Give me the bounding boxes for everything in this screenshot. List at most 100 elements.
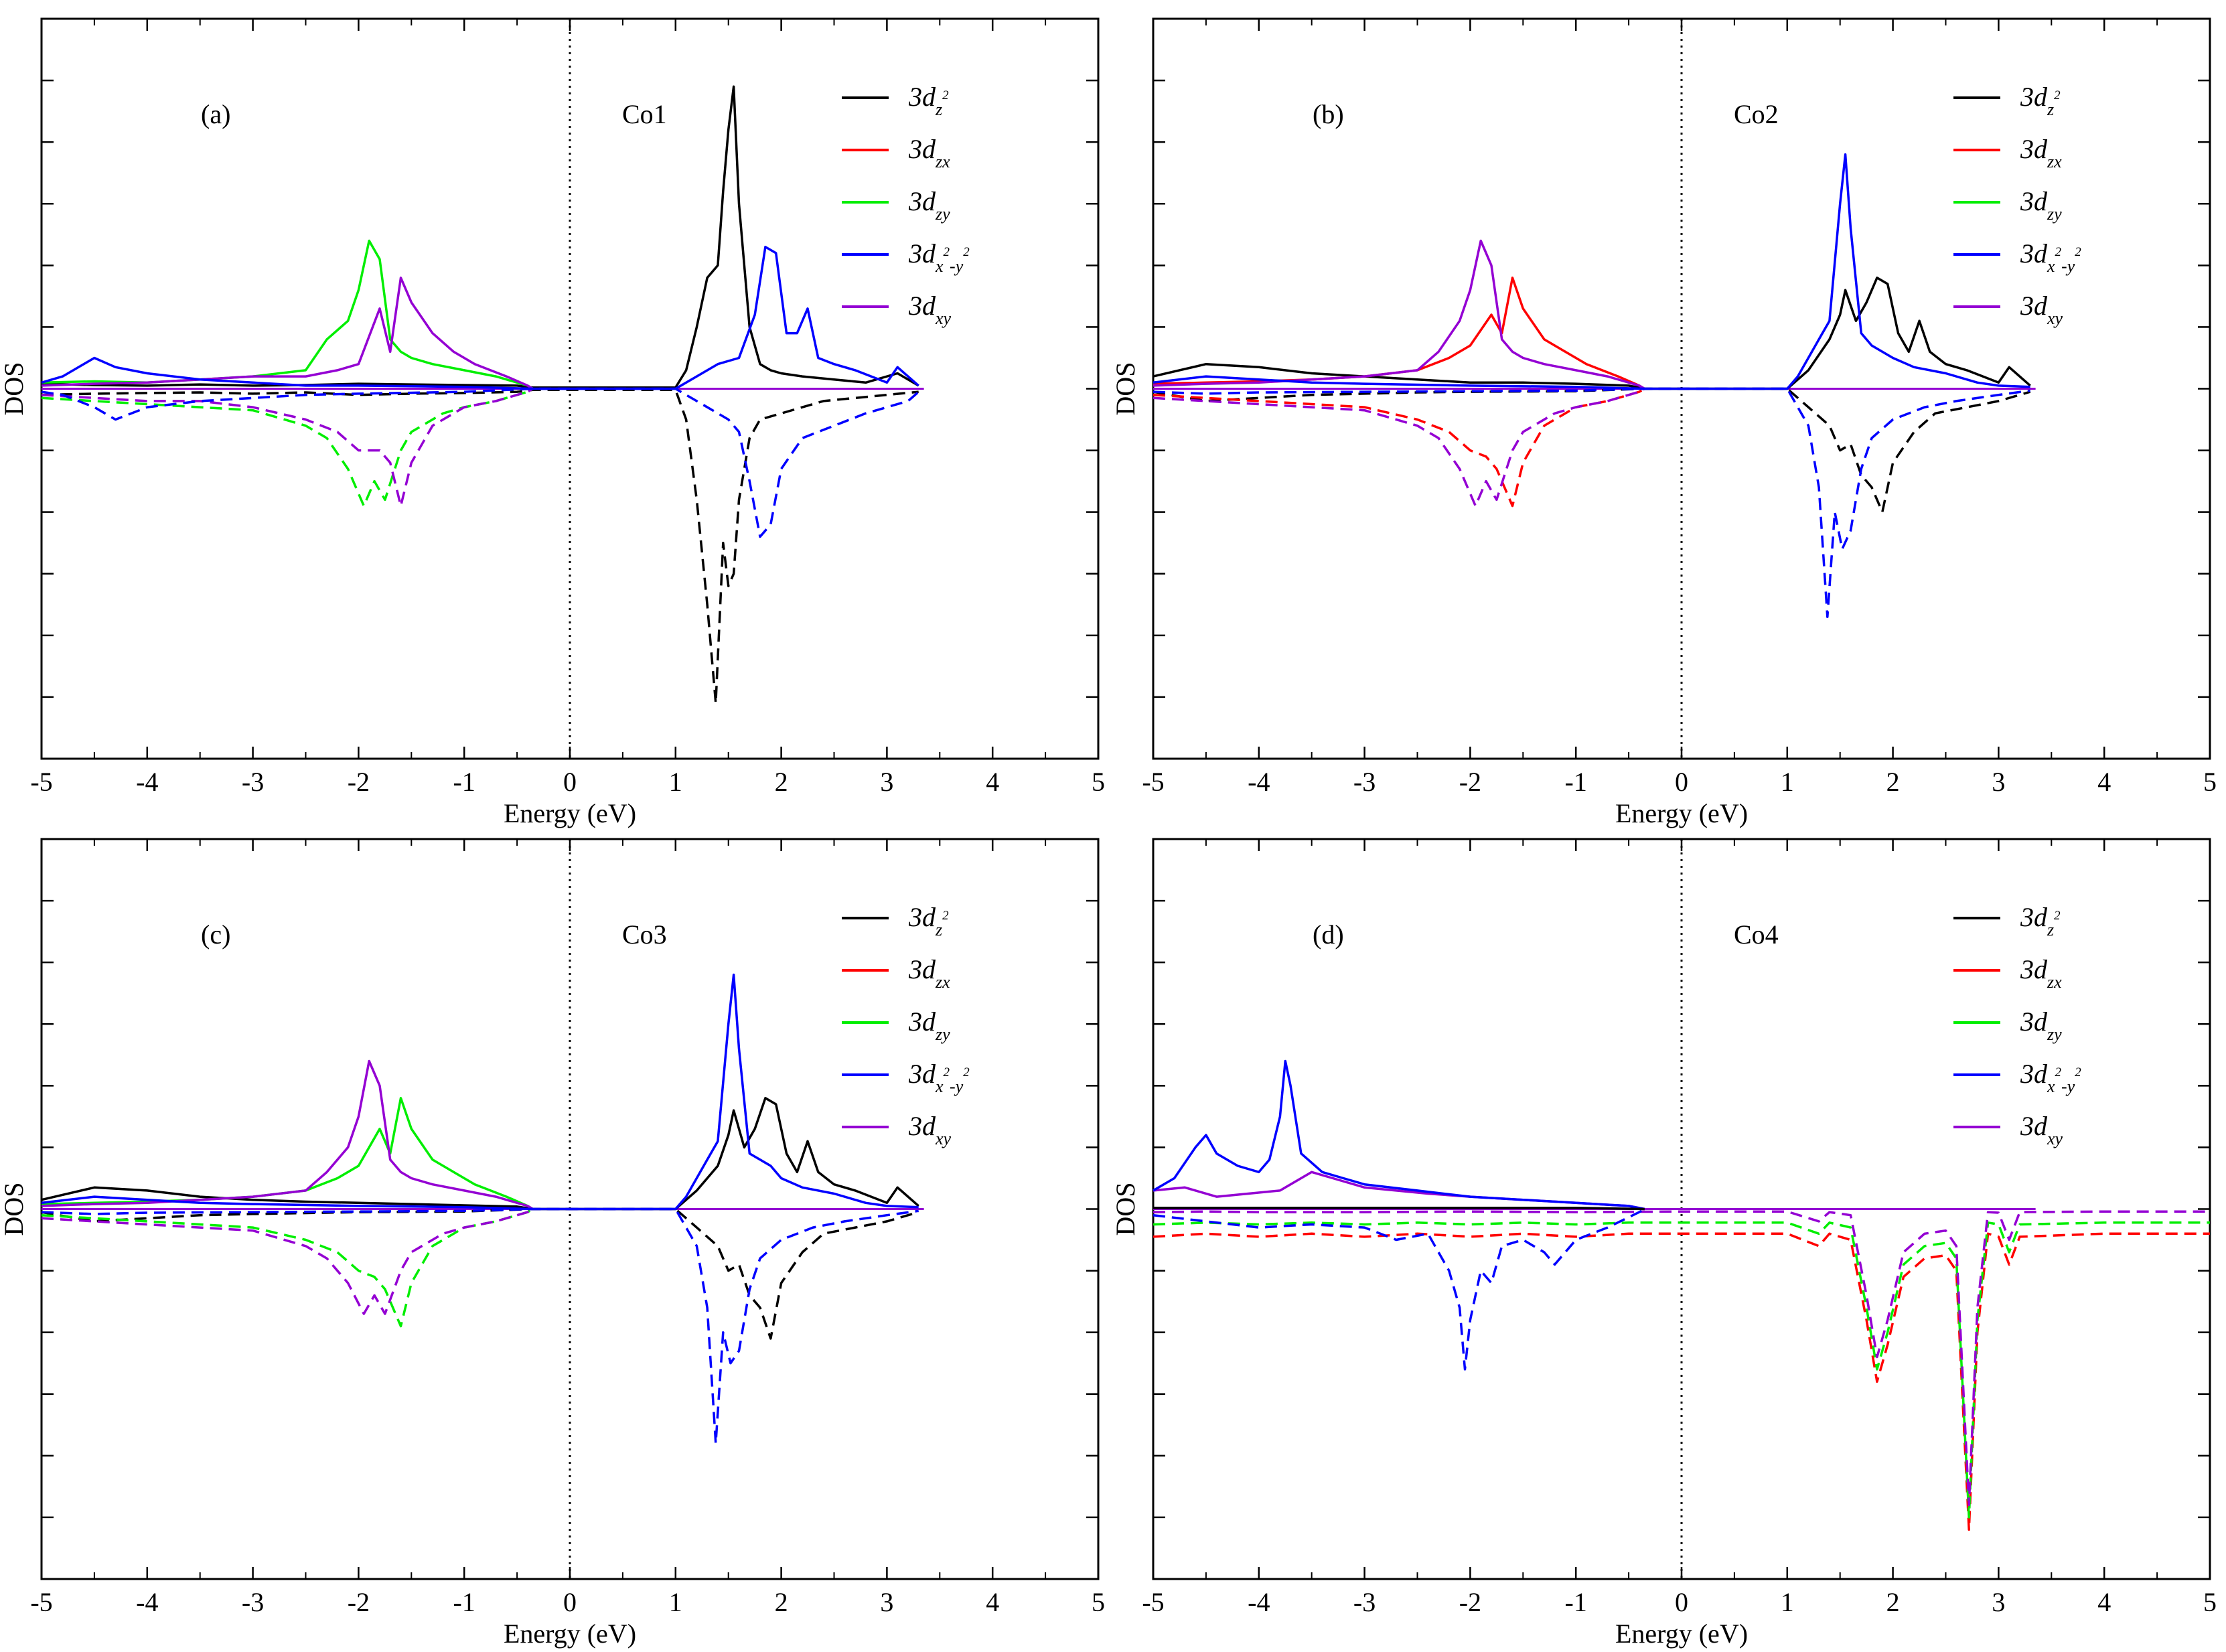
dos-series-line — [41, 1207, 534, 1315]
atom-label: Co3 — [622, 919, 667, 950]
dos-series-line — [1153, 1232, 2210, 1531]
legend-entry: 3dzy — [908, 1006, 950, 1044]
panel-tag: (d) — [1313, 919, 1344, 950]
chart-panel-2: -5 -4 -3 -2 -1 0 1 2 3 4 5 Energy (eV) DOS (b) Co2 3dz2… — [1110, 17, 2217, 828]
dos-series-line — [41, 85, 919, 389]
x-tick-label: 3 — [880, 1587, 893, 1617]
dos-series-line — [41, 387, 534, 508]
dos-series-line — [41, 1207, 919, 1445]
x-tick-label: 5 — [1092, 1587, 1105, 1617]
panel-tag: (a) — [201, 99, 230, 129]
y-axis-label: DOS — [1110, 362, 1140, 415]
x-tick-label: -3 — [242, 1587, 264, 1617]
x-tick-label: 0 — [1675, 767, 1688, 797]
legend-entry: 3dzy — [2020, 1006, 2062, 1044]
x-tick-label: 1 — [669, 767, 682, 797]
x-tick-label: -1 — [1565, 767, 1587, 797]
x-tick-label: 1 — [669, 1587, 682, 1617]
x-tick-label: -2 — [1459, 767, 1481, 797]
dos-series-line — [1153, 387, 2031, 514]
dos-series-line — [41, 388, 919, 704]
dos-series-line — [1153, 277, 2031, 390]
legend-entry: 3dzx — [2020, 954, 2062, 992]
legend-entry: 3dxy — [908, 1111, 952, 1148]
dos-series-line — [1153, 1206, 1645, 1211]
dos-series-line — [1153, 387, 1645, 508]
x-axis-label: Energy (eV) — [504, 1619, 636, 1649]
x-tick-label: 4 — [986, 767, 999, 797]
x-tick-label: 0 — [1675, 1587, 1688, 1617]
panel-tag: (c) — [201, 919, 230, 950]
x-tick-label: -4 — [136, 1587, 158, 1617]
legend-entry: 3dzx — [2020, 134, 2062, 171]
dos-series-line — [1153, 1207, 1645, 1371]
legend-entry: 3dxy — [908, 291, 952, 328]
x-tick-label: 0 — [563, 767, 577, 797]
x-tick-label: 2 — [1886, 767, 1900, 797]
chart-panel-4: -5 -4 -3 -2 -1 0 1 2 3 4 5 Energy (eV) DOS (d) Co4 3dz2… — [1110, 838, 2217, 1649]
x-tick-label: 0 — [563, 1587, 577, 1617]
legend-entry: 3dxy — [2020, 1111, 2063, 1148]
x-tick-label: 3 — [1992, 767, 2005, 797]
dos-series-line — [1153, 239, 1645, 390]
panel-tag: (b) — [1313, 99, 1344, 129]
x-tick-label: 1 — [1781, 1587, 1794, 1617]
legend-entry: 3dz2 — [908, 902, 949, 940]
x-tick-label: 2 — [1886, 1587, 1900, 1617]
x-tick-label: -4 — [136, 767, 158, 797]
dos-series-line — [41, 1207, 534, 1328]
atom-label: Co4 — [1734, 919, 1779, 950]
x-tick-label: -5 — [1142, 1587, 1164, 1617]
x-axis-label: Energy (eV) — [504, 798, 636, 828]
x-tick-label: -3 — [1353, 1587, 1376, 1617]
dos-series-line — [41, 1207, 919, 1340]
atom-label: Co2 — [1734, 99, 1779, 129]
x-tick-label: -4 — [1248, 1587, 1270, 1617]
legend-entry: 3dz2 — [2020, 902, 2061, 940]
x-tick-label: 1 — [1781, 767, 1794, 797]
dos-series-line — [1153, 1210, 2210, 1507]
x-tick-label: 4 — [986, 1587, 999, 1617]
x-axis-label: Energy (eV) — [1615, 1619, 1748, 1649]
legend-entry: 3dzx — [908, 954, 950, 992]
x-tick-label: 5 — [2203, 767, 2217, 797]
x-tick-label: -5 — [30, 767, 52, 797]
legend-entry: 3dz2 — [2020, 82, 2061, 119]
dos-series-line — [41, 1097, 919, 1211]
dos-series-line — [1153, 1221, 2210, 1519]
atom-label: Co1 — [622, 99, 667, 129]
x-tick-label: 3 — [880, 767, 893, 797]
dos-series-line — [41, 1059, 534, 1211]
legend-entry: 3dx2-y2 — [908, 238, 970, 276]
x-tick-label: 3 — [1992, 1587, 2005, 1617]
dos-series-line — [41, 387, 534, 508]
x-tick-label: 5 — [1092, 767, 1105, 797]
x-tick-label: -3 — [1353, 767, 1376, 797]
dos-series-line — [1153, 387, 1645, 508]
legend-entry: 3dzy — [908, 186, 950, 224]
dos-series-line — [41, 387, 919, 538]
y-axis-label: DOS — [1110, 1182, 1140, 1235]
dos-series-line — [41, 973, 919, 1211]
x-axis-label: Energy (eV) — [1615, 798, 1748, 828]
dos-series-line — [1153, 387, 2030, 618]
x-tick-label: 4 — [2097, 767, 2111, 797]
dos-series-line — [41, 245, 919, 390]
x-tick-label: -2 — [348, 1587, 370, 1617]
x-tick-label: 2 — [775, 767, 788, 797]
x-tick-label: -5 — [30, 1587, 52, 1617]
x-tick-label: -5 — [1142, 767, 1164, 797]
x-tick-label: -2 — [1459, 1587, 1481, 1617]
x-tick-label: -1 — [453, 767, 475, 797]
dos-series-line — [1153, 1059, 1645, 1211]
x-tick-label: -1 — [453, 1587, 475, 1617]
legend-entry: 3dx2-y2 — [2020, 1059, 2081, 1096]
chart-panel-3: -5 -4 -3 -2 -1 0 1 2 3 4 5 Energy (eV) DOS (c) Co3 3dz2… — [0, 838, 1105, 1649]
legend-entry: 3dxy — [2020, 291, 2063, 328]
dos-series-line — [1153, 153, 2030, 390]
y-axis-label: DOS — [0, 362, 29, 415]
chart-panel-1: -5 -4 -3 -2 -1 0 1 2 3 4 5 Energy (eV) DOS (a) Co1 3dz2… — [0, 17, 1105, 828]
legend-entry: 3dx2-y2 — [2020, 238, 2081, 276]
x-tick-label: -3 — [242, 767, 264, 797]
